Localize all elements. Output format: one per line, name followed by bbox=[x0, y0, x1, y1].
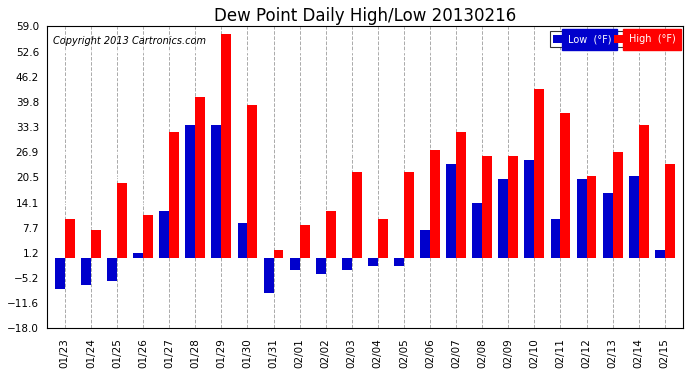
Bar bbox=[264, 258, 273, 293]
Bar bbox=[237, 223, 248, 258]
Bar bbox=[446, 164, 456, 258]
Bar bbox=[186, 124, 195, 258]
Text: Copyright 2013 Cartronics.com: Copyright 2013 Cartronics.com bbox=[53, 36, 206, 45]
Bar bbox=[509, 156, 518, 258]
Bar bbox=[456, 132, 466, 258]
Title: Dew Point Daily High/Low 20130216: Dew Point Daily High/Low 20130216 bbox=[214, 7, 516, 25]
Bar bbox=[394, 258, 404, 266]
Bar bbox=[65, 219, 75, 258]
Bar bbox=[159, 211, 169, 258]
Bar bbox=[586, 176, 596, 258]
Bar bbox=[534, 89, 544, 258]
Bar bbox=[420, 230, 430, 258]
Bar bbox=[551, 219, 560, 258]
Bar bbox=[655, 250, 664, 258]
Bar bbox=[326, 211, 335, 258]
Bar bbox=[91, 230, 101, 258]
Bar bbox=[368, 258, 378, 266]
Bar bbox=[273, 250, 284, 258]
Bar bbox=[248, 105, 257, 258]
Bar bbox=[602, 193, 613, 258]
Bar bbox=[577, 180, 586, 258]
Bar bbox=[81, 258, 91, 285]
Bar bbox=[430, 150, 440, 258]
Bar bbox=[639, 124, 649, 258]
Bar bbox=[117, 183, 127, 258]
Bar bbox=[629, 176, 639, 258]
Bar bbox=[352, 172, 362, 258]
Bar bbox=[143, 215, 153, 258]
Bar bbox=[613, 152, 622, 258]
Bar bbox=[664, 164, 675, 258]
Bar bbox=[404, 172, 414, 258]
Bar bbox=[524, 160, 534, 258]
Bar bbox=[133, 253, 143, 258]
Bar bbox=[472, 203, 482, 258]
Bar bbox=[482, 156, 492, 258]
Bar bbox=[498, 180, 509, 258]
Legend: Low  (°F), High  (°F): Low (°F), High (°F) bbox=[550, 32, 678, 47]
Bar bbox=[55, 258, 65, 289]
Bar bbox=[195, 97, 205, 258]
Bar bbox=[378, 219, 388, 258]
Bar bbox=[107, 258, 117, 281]
Bar bbox=[169, 132, 179, 258]
Bar bbox=[221, 34, 231, 258]
Bar bbox=[290, 258, 299, 270]
Bar bbox=[299, 225, 310, 258]
Bar bbox=[342, 258, 352, 270]
Bar bbox=[560, 113, 571, 258]
Bar bbox=[211, 124, 221, 258]
Bar bbox=[316, 258, 326, 273]
